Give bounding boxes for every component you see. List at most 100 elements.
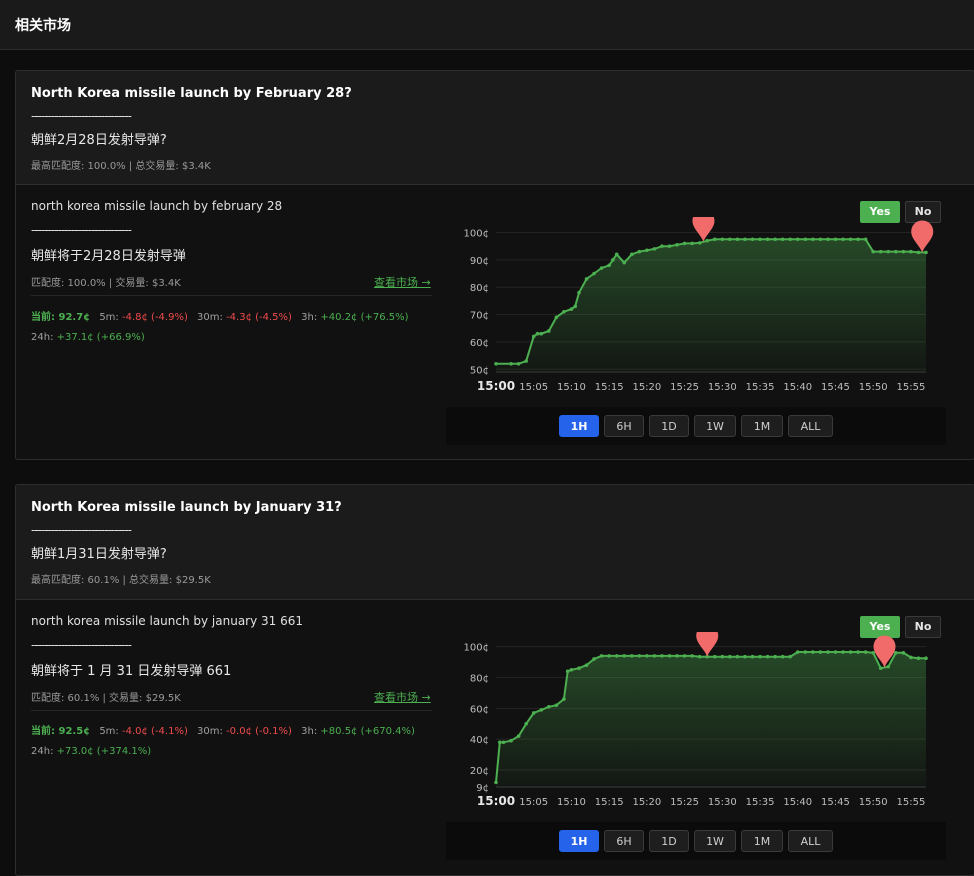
- y-tick-label: 20¢: [470, 766, 489, 777]
- data-point: [660, 244, 664, 248]
- timeframe-1w-button[interactable]: 1W: [694, 830, 736, 852]
- data-point: [637, 249, 642, 254]
- current-price: 当前: 92.7¢: [31, 312, 91, 323]
- data-point: [501, 740, 506, 745]
- data-point: [516, 734, 521, 738]
- event-marker-pin[interactable]: [692, 217, 715, 242]
- change-5m: -4.0¢ (-4.1%): [121, 726, 188, 737]
- change-30m-label: 30m:: [197, 726, 223, 737]
- price-chart[interactable]: 9¢ 20¢ 40¢ 60¢ 80¢ 100¢ 15:00 15:05 15:10 15:15 15…: [446, 632, 946, 822]
- view-market-link[interactable]: 查看市场 →: [374, 691, 431, 704]
- data-point: [795, 237, 800, 242]
- data-point: [886, 249, 891, 254]
- data-point: [916, 656, 921, 660]
- price-stats: 当前: 92.7¢ 5m: -4.8¢ (-4.9%) 30m: -4.3¢ (…: [31, 308, 409, 323]
- x-tick-label: 15:15: [595, 797, 624, 808]
- data-point: [599, 654, 604, 658]
- separator-dashes: ------------------------------: [31, 223, 132, 237]
- data-point: [780, 237, 785, 242]
- no-button[interactable]: No: [905, 616, 941, 638]
- data-point: [848, 237, 853, 242]
- change-5m-label: 5m:: [99, 312, 119, 323]
- data-point: [765, 237, 770, 242]
- timeframe-1m-button[interactable]: 1M: [741, 830, 783, 852]
- y-tick-label: 60¢: [470, 338, 489, 349]
- x-tick-label: 15:35: [746, 382, 775, 393]
- data-point: [622, 654, 627, 658]
- timeframe-1m-button[interactable]: 1M: [741, 415, 783, 437]
- timeframe-1d-button[interactable]: 1D: [649, 415, 689, 437]
- data-point: [524, 721, 528, 726]
- data-point: [728, 654, 732, 659]
- timeframe-bar: 1H 6H 1D 1W 1M ALL: [446, 822, 946, 860]
- market-title[interactable]: North Korea missile launch by February 2…: [31, 86, 352, 101]
- yes-button[interactable]: Yes: [860, 616, 900, 638]
- timeframe-6h-button[interactable]: 6H: [604, 830, 644, 852]
- data-point: [788, 654, 793, 659]
- submarket-title-cn: 朝鲜将于2月28日发射导弹: [31, 249, 186, 264]
- data-point: [682, 241, 687, 246]
- data-point: [750, 237, 755, 242]
- data-point: [735, 237, 740, 242]
- change-5m-label: 5m:: [99, 726, 119, 737]
- event-marker-pin[interactable]: [873, 635, 896, 668]
- view-market-link[interactable]: 查看市场 →: [374, 276, 431, 289]
- separator-dashes: ------------------------------: [31, 523, 132, 537]
- x-tick-label: 15:35: [746, 797, 775, 808]
- price-stats: 当前: 92.5¢ 5m: -4.0¢ (-4.1%) 30m: -0.0¢ (…: [31, 722, 415, 737]
- no-button[interactable]: No: [905, 201, 941, 223]
- data-point: [562, 310, 566, 314]
- page-title: 相关市场: [15, 18, 71, 34]
- data-point: [826, 237, 830, 242]
- timeframe-1w-button[interactable]: 1W: [694, 415, 736, 437]
- change-24h-label: 24h:: [31, 332, 54, 343]
- price-chart[interactable]: 50¢ 60¢ 70¢ 80¢ 90¢ 100¢ 15:00 15:05 15:10 15:15 1…: [446, 217, 946, 407]
- data-point: [728, 237, 732, 242]
- data-point: [524, 359, 528, 363]
- change-3h: +40.2¢ (+76.5%): [320, 312, 409, 323]
- data-point: [652, 654, 657, 658]
- change-3h-label: 3h:: [301, 312, 318, 323]
- series-area: [496, 652, 926, 787]
- data-point: [924, 656, 928, 660]
- y-tick-label: 50¢: [470, 365, 489, 376]
- data-point: [592, 271, 596, 276]
- timeframe-all-button[interactable]: ALL: [788, 415, 833, 437]
- data-point: [697, 654, 702, 659]
- market-meta: 最高匹配度: 100.0% | 总交易量: $3.4K: [31, 161, 211, 172]
- data-point: [554, 315, 559, 320]
- event-marker-pin[interactable]: [911, 220, 934, 253]
- x-tick-label: 15:40: [783, 797, 812, 808]
- data-point: [878, 249, 883, 254]
- yes-button[interactable]: Yes: [860, 201, 900, 223]
- data-point: [497, 740, 502, 745]
- market-card: North Korea missile launch by February 2…: [15, 70, 974, 460]
- x-tick-label: 15:05: [519, 797, 548, 808]
- market-title[interactable]: North Korea missile launch by January 31…: [31, 500, 342, 515]
- x-tick-label: 15:25: [670, 382, 699, 393]
- data-point: [924, 250, 928, 255]
- event-marker-pin[interactable]: [696, 632, 719, 657]
- timeframe-1d-button[interactable]: 1D: [649, 830, 689, 852]
- x-tick-label: 15:05: [519, 382, 548, 393]
- market-card-header: North Korea missile launch by January 31…: [16, 485, 974, 600]
- market-card: North Korea missile launch by January 31…: [15, 484, 974, 876]
- data-point: [848, 650, 853, 654]
- timeframe-1h-button[interactable]: 1H: [559, 830, 599, 852]
- timeframe-6h-button[interactable]: 6H: [604, 415, 644, 437]
- separator-dashes: ------------------------------: [31, 109, 132, 123]
- data-point: [697, 241, 702, 245]
- data-point: [584, 277, 589, 281]
- price-stats-24h: 24h: +37.1¢ (+66.9%): [31, 332, 145, 343]
- change-30m-label: 30m:: [197, 312, 223, 323]
- submarket-title-cn: 朝鲜将于 1 月 31 日发射导弹 661: [31, 664, 232, 679]
- data-point: [614, 654, 619, 658]
- data-point: [531, 334, 536, 339]
- data-point: [788, 237, 793, 242]
- market-title-cn: 朝鲜1月31日发射导弹?: [31, 547, 167, 562]
- timeframe-all-button[interactable]: ALL: [788, 830, 833, 852]
- data-point: [652, 247, 657, 251]
- timeframe-1h-button[interactable]: 1H: [559, 415, 599, 437]
- data-point: [743, 654, 747, 659]
- submarket-title: north korea missile launch by january 31…: [31, 614, 304, 628]
